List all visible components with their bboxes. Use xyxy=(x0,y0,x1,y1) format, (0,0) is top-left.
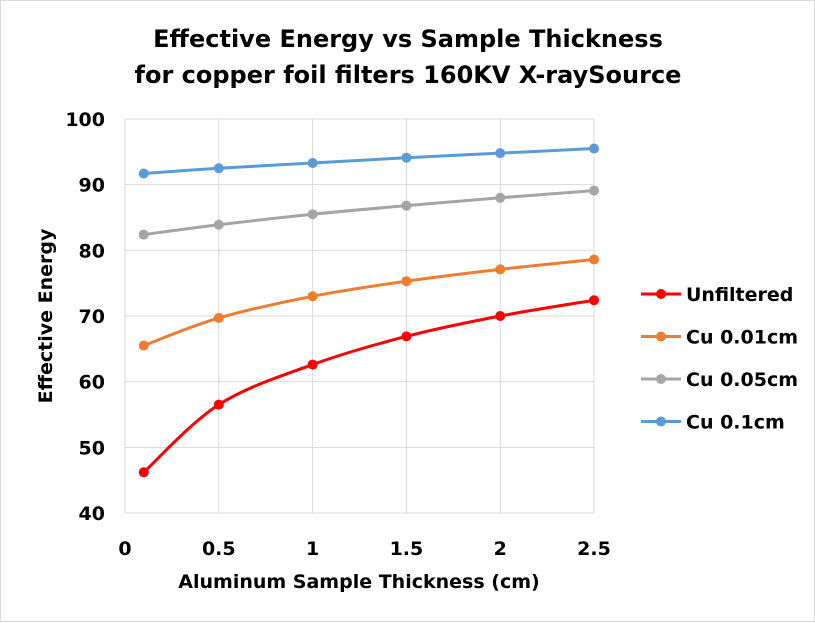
x-tick-label: 2 xyxy=(494,538,507,560)
data-point xyxy=(138,168,149,179)
data-point xyxy=(138,340,149,351)
legend-item: Cu 0.05cm xyxy=(641,369,798,391)
data-point xyxy=(307,157,318,168)
data-point xyxy=(589,295,599,306)
chart-title-line-2: for copper foil filters 160KV X-raySourc… xyxy=(135,61,682,89)
data-point xyxy=(401,152,412,163)
y-tick-label: 50 xyxy=(79,437,105,459)
y-axis-label: Effective Energy xyxy=(35,228,57,403)
legend-label: Cu 0.05cm xyxy=(686,369,798,391)
legend-marker xyxy=(656,331,666,342)
y-tick-label: 90 xyxy=(79,175,105,197)
legend: Unfiltered Cu 0.01cm Cu 0.05cm Cu 0.1cm xyxy=(641,284,798,434)
x-tick-label: 2.5 xyxy=(577,538,611,560)
legend-label: Cu 0.01cm xyxy=(686,327,798,349)
x-tick-label: 0 xyxy=(118,538,131,560)
data-point xyxy=(589,185,599,196)
data-point xyxy=(138,467,149,478)
series-unfiltered xyxy=(138,295,599,478)
legend-item: Unfiltered xyxy=(641,284,793,306)
series-line xyxy=(142,147,596,176)
series-lines xyxy=(138,143,599,478)
series-cu-0-05cm xyxy=(138,185,599,240)
x-axis-label: Aluminum Sample Thickness (cm) xyxy=(178,571,539,593)
legend-label: Unfiltered xyxy=(686,284,793,306)
data-point xyxy=(213,399,224,410)
data-point xyxy=(213,163,224,174)
legend-label: Cu 0.1cm xyxy=(686,412,785,434)
data-point xyxy=(401,331,412,342)
series-cu-0-1cm xyxy=(138,143,599,179)
x-tick-label: 0.5 xyxy=(202,538,236,560)
x-tick-label: 1 xyxy=(306,538,319,560)
data-point xyxy=(401,200,412,211)
data-point xyxy=(589,254,599,265)
data-point xyxy=(138,229,149,240)
legend-marker xyxy=(656,374,666,384)
data-point xyxy=(495,264,506,275)
data-point xyxy=(495,148,506,159)
gridlines xyxy=(124,118,595,514)
y-tick-label: 70 xyxy=(79,306,105,328)
tick-labels: 40 50 60 70 80 90 100 0 0.5 1 1.5 2 2.5 xyxy=(65,109,611,560)
data-point xyxy=(307,359,318,370)
data-point xyxy=(213,219,224,230)
data-point xyxy=(213,312,224,323)
y-tick-label: 80 xyxy=(79,240,105,262)
series-line xyxy=(142,298,596,474)
x-tick-label: 1.5 xyxy=(390,538,424,560)
series-line xyxy=(142,258,596,348)
y-tick-label: 40 xyxy=(79,503,105,525)
legend-marker xyxy=(656,416,666,427)
legend-item: Cu 0.01cm xyxy=(641,327,798,349)
data-point xyxy=(495,311,506,321)
y-tick-label: 100 xyxy=(65,109,105,131)
data-point xyxy=(495,192,506,203)
legend-marker xyxy=(656,289,666,299)
data-point xyxy=(589,143,599,154)
y-tick-label: 60 xyxy=(79,372,105,394)
data-point xyxy=(307,209,318,220)
legend-item: Cu 0.1cm xyxy=(641,412,785,434)
chart-title-line-1: Effective Energy vs Sample Thickness xyxy=(153,25,663,53)
data-point xyxy=(307,291,318,302)
series-cu-0-01cm xyxy=(138,254,599,351)
data-point xyxy=(401,276,412,287)
series-line xyxy=(142,189,596,237)
